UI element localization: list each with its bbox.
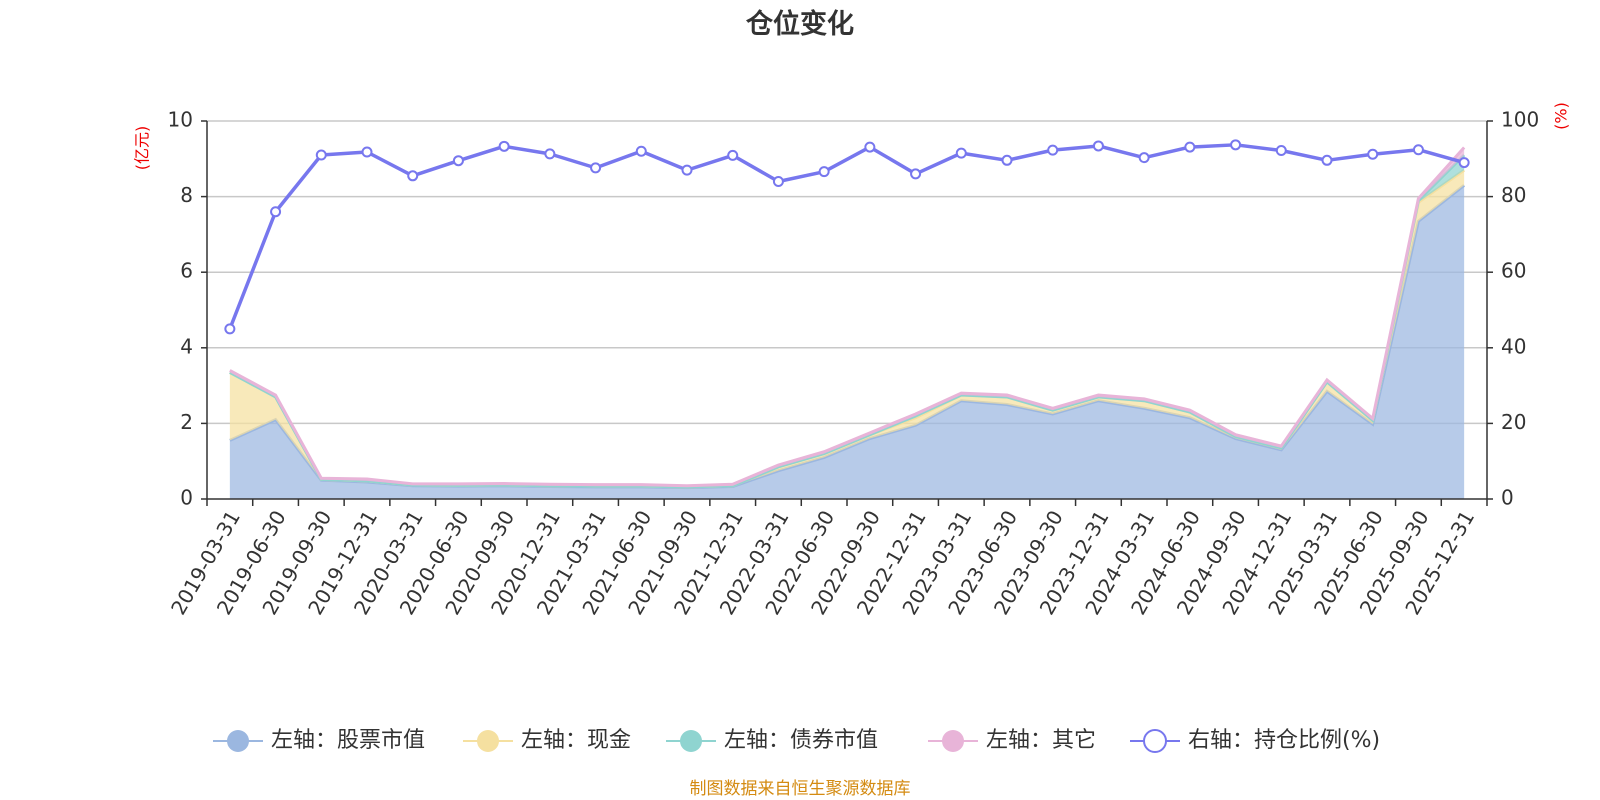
legend-label: 左轴：债券市值: [724, 728, 878, 753]
right-tick-label: 0: [1501, 486, 1514, 510]
ratio-point: [1275, 144, 1287, 156]
right-tick-label: 80: [1501, 183, 1526, 207]
ratio-point: [727, 149, 739, 161]
left-tick-label: 0: [180, 486, 193, 510]
left-axis-unit: (亿元): [133, 126, 152, 171]
legend-marker: [680, 730, 702, 752]
ratio-point: [498, 140, 510, 152]
ratio-point: [1412, 144, 1424, 156]
grid-lines: [207, 120, 1487, 425]
left-tick-label: 6: [180, 259, 193, 283]
ratio-point: [590, 162, 602, 174]
ratio-point: [955, 147, 967, 159]
left-tick-label: 10: [168, 108, 193, 132]
ratio-point: [1367, 148, 1379, 160]
ratio-point: [681, 164, 693, 176]
area-fill: [229, 185, 1465, 499]
data-source-note: 制图数据来自恒生聚源数据库: [690, 779, 911, 799]
area-line: [229, 146, 1466, 488]
area-fill: [229, 147, 1465, 487]
ratio-point: [407, 170, 419, 182]
ratio-point: [772, 175, 784, 187]
area-fill: [229, 170, 1465, 488]
ratio-point: [910, 168, 922, 180]
legend-marker: [227, 730, 249, 752]
axes: 02468100204060801002019-03-312019-06-302…: [166, 108, 1539, 619]
ratio-point: [544, 148, 556, 160]
legend-label: 左轴：股票市值: [271, 728, 425, 753]
ratio-point: [1001, 154, 1013, 166]
left-tick-label: 2: [180, 410, 193, 434]
chart-title: 仓位变化: [745, 8, 854, 40]
ratio-point: [1321, 154, 1333, 166]
legend-marker: [477, 730, 499, 752]
legend-label: 左轴：其它: [986, 728, 1096, 753]
right-tick-label: 20: [1501, 410, 1526, 434]
stacked-areas: [229, 146, 1466, 499]
ratio-line: [228, 143, 1465, 330]
holding-ratio-series: [224, 139, 1470, 335]
area-fill: [229, 155, 1465, 487]
legend-label: 右轴：持仓比例(%): [1188, 728, 1380, 753]
ratio-point: [1138, 152, 1150, 164]
area-line: [229, 153, 1466, 489]
ratio-point: [1184, 141, 1196, 153]
legend-marker: [1143, 729, 1167, 753]
right-tick-label: 60: [1501, 259, 1526, 283]
ratio-point: [864, 141, 876, 153]
ratio-point: [224, 323, 236, 335]
ratio-point: [361, 146, 373, 158]
ratio-point: [315, 149, 327, 161]
ratio-point: [1047, 144, 1059, 156]
right-axis-unit: (%): [1552, 102, 1571, 130]
ratio-point: [635, 145, 647, 157]
ratio-point: [818, 166, 830, 178]
right-tick-label: 40: [1501, 334, 1526, 358]
area-line: [229, 168, 1466, 489]
ratio-point: [1092, 140, 1104, 152]
legend-marker: [942, 730, 964, 752]
ratio-point: [1230, 139, 1242, 151]
ratio-point: [1458, 157, 1470, 169]
ratio-point: [270, 206, 282, 218]
legend: 左轴：股票市值 左轴：现金 左轴：债券市值 左轴：其它 右轴：持仓比例(%): [213, 728, 1380, 753]
ratio-point: [452, 155, 464, 167]
legend-label: 左轴：现金: [521, 728, 631, 753]
right-tick-label: 100: [1501, 108, 1539, 132]
left-tick-label: 4: [180, 334, 193, 358]
left-tick-label: 8: [180, 183, 193, 207]
